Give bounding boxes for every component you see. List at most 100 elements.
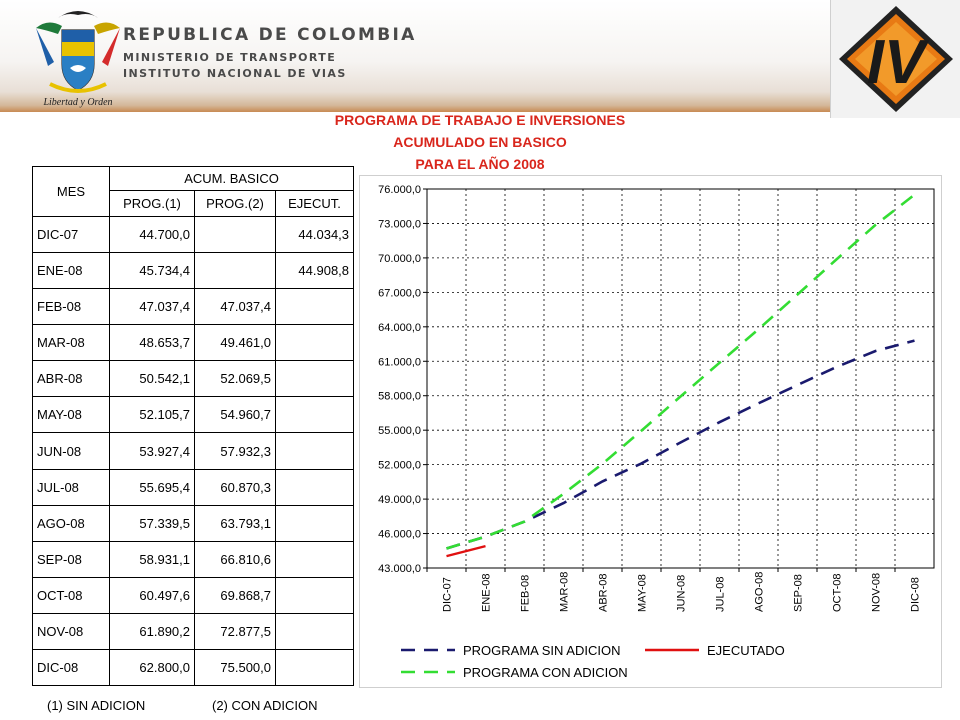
x-tick-label: NOV-08 — [871, 573, 883, 612]
cell-prog1: 57.339,5 — [109, 504, 195, 542]
cell-prog2: 60.870,3 — [194, 468, 276, 506]
legend-label: EJECUTADO — [707, 643, 785, 658]
invias-logo-icon: IV — [839, 6, 953, 112]
cell-prog2: 49.461,0 — [194, 324, 276, 362]
cell-ejecut — [274, 396, 355, 434]
cell-ejecut — [274, 288, 355, 326]
y-tick-label: 52.000,0 — [378, 460, 421, 472]
title-line-2: ACUMULADO EN BASICO — [393, 134, 567, 150]
table-row: JUL-08 55.695,4 60.870,3 — [32, 468, 355, 506]
x-tick-label: DIC-08 — [910, 577, 922, 612]
cell-ejecut — [274, 576, 355, 614]
cell-prog1: 47.037,4 — [109, 288, 195, 326]
footnote-2: (2) CON ADICION — [212, 698, 318, 713]
cell-prog1: 58.931,1 — [109, 540, 195, 578]
table-row: DIC-07 44.700,0 44.034,3 — [32, 216, 355, 254]
motto-text: Libertad y Orden — [42, 97, 112, 108]
cell-prog1: 62.800,0 — [109, 648, 195, 687]
cell-prog2: 52.069,5 — [194, 360, 276, 398]
coat-of-arms-icon: Libertad y Orden — [36, 11, 120, 108]
cell-prog1: 53.927,4 — [109, 432, 195, 470]
y-tick-label: 46.000,0 — [378, 529, 421, 541]
cell-mes: DIC-08 — [32, 648, 110, 687]
table-row: MAR-08 48.653,7 49.461,0 — [32, 324, 355, 362]
cell-ejecut — [274, 324, 355, 362]
cell-prog1: 61.890,2 — [109, 612, 195, 650]
title-line-1: PROGRAMA DE TRABAJO E INVERSIONES — [334, 112, 626, 128]
institute-name: INSTITUTO NACIONAL DE VIAS — [123, 67, 347, 80]
cell-mes: ABR-08 — [32, 360, 110, 398]
y-tick-label: 49.000,0 — [378, 494, 421, 506]
cell-prog2: 72.877,5 — [194, 612, 276, 650]
y-tick-label: 61.000,0 — [378, 356, 421, 368]
cell-prog1: 50.542,1 — [109, 360, 195, 398]
cell-ejecut — [274, 432, 355, 470]
cell-mes: DIC-07 — [32, 216, 110, 254]
table-row: FEB-08 47.037,4 47.037,4 — [32, 288, 355, 326]
cell-prog2: 54.960,7 — [194, 396, 276, 434]
cell-mes: FEB-08 — [32, 288, 110, 326]
cell-ejecut: 44.908,8 — [274, 252, 355, 290]
y-tick-label: 55.000,0 — [378, 425, 421, 437]
table-row: OCT-08 60.497,6 69.868,7 — [32, 576, 355, 614]
cell-prog2: 75.500,0 — [194, 648, 276, 687]
table-row: MAY-08 52.105,7 54.960,7 — [32, 396, 355, 434]
x-tick-label: MAY-08 — [637, 574, 649, 612]
cell-mes: AGO-08 — [32, 504, 110, 542]
x-tick-label: ENE-08 — [481, 573, 493, 612]
series-line-2 — [446, 193, 916, 550]
table-row: DIC-08 62.800,0 75.500,0 — [32, 648, 355, 687]
header-banner — [0, 0, 830, 112]
y-tick-label: 73.000,0 — [378, 218, 421, 230]
header-ejecut: EJECUT. — [274, 190, 355, 218]
legend-label: PROGRAMA CON ADICION — [463, 665, 628, 680]
cell-prog2 — [194, 216, 276, 254]
table-row: ABR-08 50.542,1 52.069,5 — [32, 360, 355, 398]
cell-ejecut — [274, 540, 355, 578]
table-row: AGO-08 57.339,5 63.793,1 — [32, 504, 355, 542]
cell-mes: OCT-08 — [32, 576, 110, 614]
plot-area — [426, 188, 935, 569]
data-table: MES ACUM. BASICO PROG.(1) PROG.(2) EJECU… — [32, 165, 355, 687]
cell-mes: JUN-08 — [32, 432, 110, 470]
cell-mes: MAR-08 — [32, 324, 110, 362]
table-row: JUN-08 53.927,4 57.932,3 — [32, 432, 355, 470]
chart-svg: 43.000,0 46.000,0 49.000,0 52.000,0 55.000,0… — [359, 175, 942, 688]
line-chart: 43.000,0 46.000,0 49.000,0 52.000,0 55.000,0… — [359, 175, 942, 688]
y-tick-label: 67.000,0 — [378, 287, 421, 299]
cell-prog1: 48.653,7 — [109, 324, 195, 362]
x-tick-label: MAR-08 — [559, 572, 571, 612]
header-prog1: PROG.(1) — [109, 190, 195, 218]
x-tick-label: OCT-08 — [832, 573, 844, 612]
cell-mes: ENE-08 — [32, 252, 110, 290]
cell-mes: MAY-08 — [32, 396, 110, 434]
cell-mes: JUL-08 — [32, 468, 110, 506]
cell-ejecut — [274, 612, 355, 650]
x-tick-label: ABR-08 — [598, 573, 610, 612]
cell-ejecut: 44.034,3 — [274, 216, 355, 254]
ministry-name: MINISTERIO DE TRANSPORTE — [123, 51, 337, 64]
chart-frame — [359, 175, 942, 688]
cell-prog1: 60.497,6 — [109, 576, 195, 614]
cell-mes: SEP-08 — [32, 540, 110, 578]
cell-ejecut — [274, 504, 355, 542]
y-tick-label: 43.000,0 — [378, 563, 421, 575]
header-acum-basico: ACUM. BASICO — [108, 165, 355, 192]
cell-ejecut — [274, 468, 355, 506]
x-tick-label: SEP-08 — [793, 574, 805, 612]
header-prog2: PROG.(2) — [194, 190, 276, 218]
invias-logo-box: IV — [830, 0, 960, 118]
cell-prog1: 55.695,4 — [109, 468, 195, 506]
x-tick-label: JUL-08 — [715, 577, 727, 612]
x-tick-label: FEB-08 — [520, 575, 532, 612]
cell-prog1: 52.105,7 — [109, 396, 195, 434]
x-tick-label: DIC-07 — [442, 577, 454, 612]
y-tick-label: 64.000,0 — [378, 322, 421, 334]
country-name: REPUBLICA DE COLOMBIA — [123, 25, 417, 45]
cell-ejecut — [274, 360, 355, 398]
table-row: SEP-08 58.931,1 66.810,6 — [32, 540, 355, 578]
cell-prog2: 57.932,3 — [194, 432, 276, 470]
title-line-3: PARA EL AÑO 2008 — [415, 156, 545, 172]
y-tick-label: 76.000,0 — [378, 184, 421, 196]
logo-letters: IV — [867, 28, 930, 97]
